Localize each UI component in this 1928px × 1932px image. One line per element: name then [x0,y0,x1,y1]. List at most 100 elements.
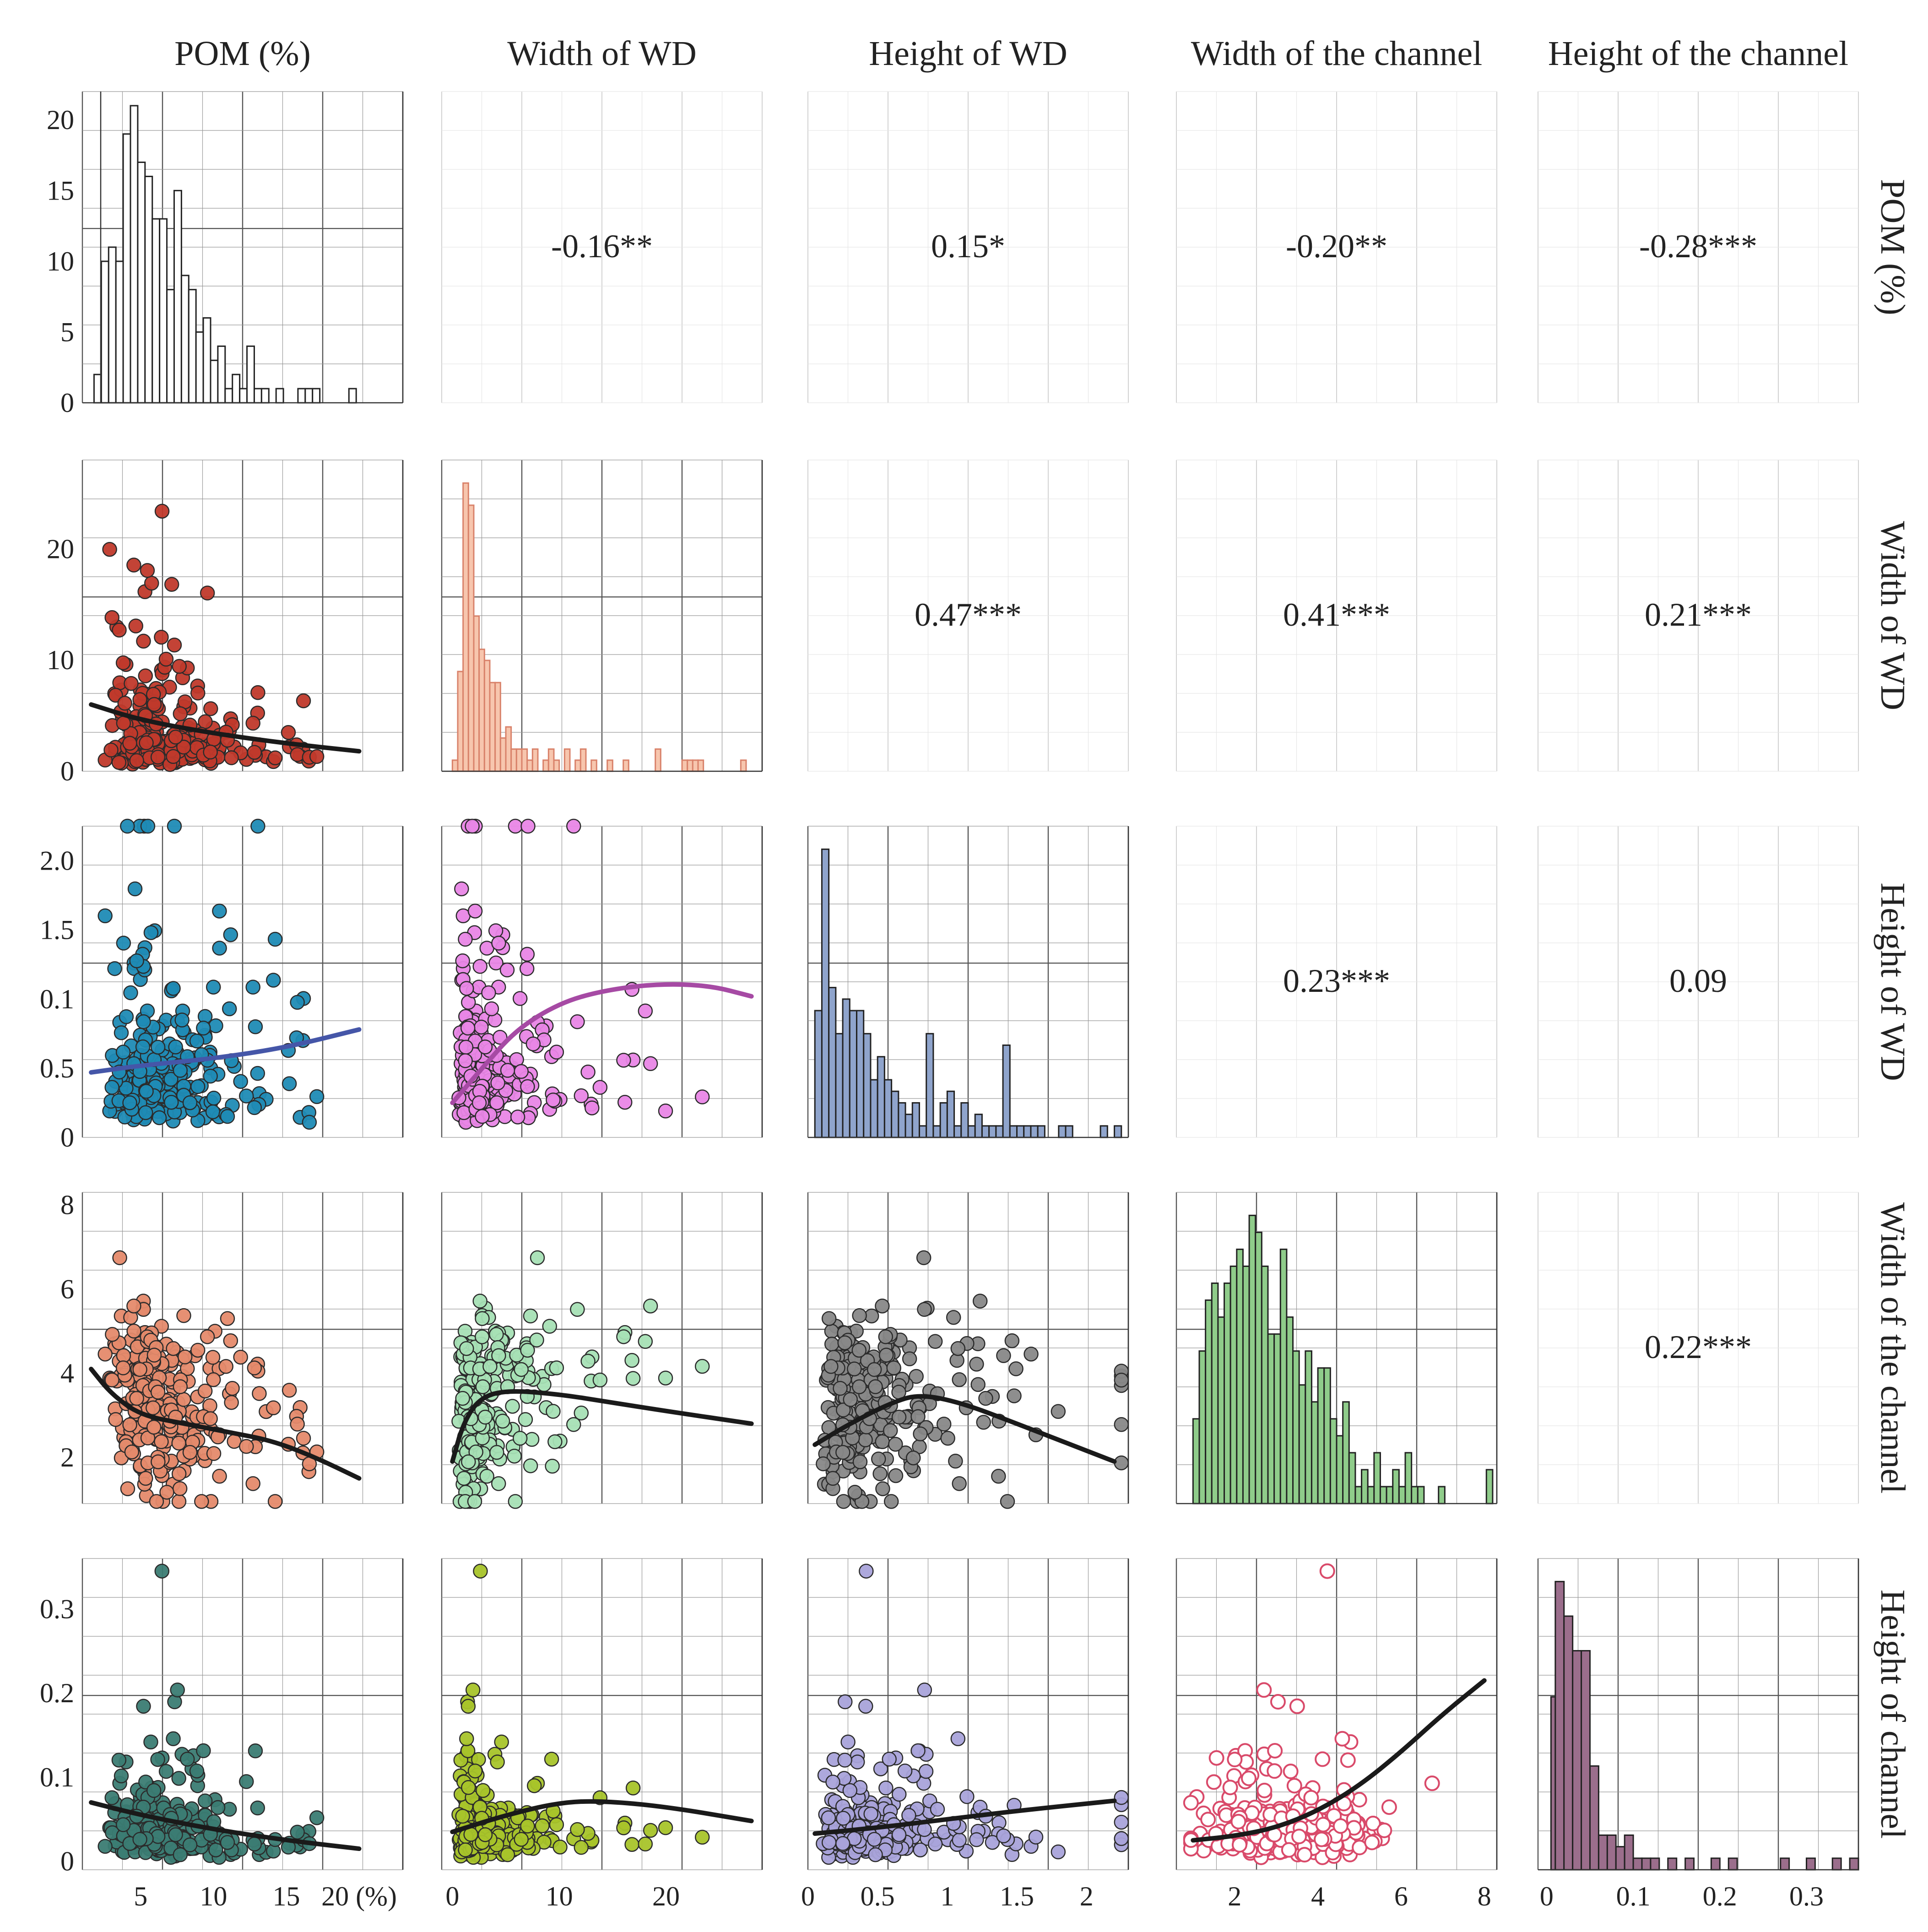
histogram-bar [494,682,501,772]
scatter-point [530,1250,545,1266]
scatter-point [182,1095,198,1110]
histogram-bar [1554,1580,1565,1871]
scatter-point [952,1372,967,1387]
scatter-point [488,923,504,938]
scatter-point [490,1075,505,1091]
scatter-point [206,1372,221,1387]
scatter-point [171,1466,187,1482]
correlation-label: -0.20** [1286,228,1387,265]
scatter-point [290,747,305,762]
scatter-point [190,1342,206,1358]
scatter-point [494,1734,509,1750]
scatter-point [574,1088,589,1104]
scatter-point [500,1847,515,1862]
scatter-point [164,577,179,592]
histogram-bar [1849,1857,1859,1871]
scatter-point [173,1847,188,1862]
histogram-bar [1279,1248,1288,1504]
correlation-label: 0.15* [931,228,1005,265]
scatter-point [917,1302,932,1317]
scatter-point [123,985,138,1001]
scatter-point [1007,1388,1022,1403]
scatter-point [909,1369,924,1384]
scatter-point [114,1025,129,1040]
scatter-point [474,1329,490,1344]
x-tick-label: 8 [1478,1881,1491,1911]
scatter-point [1365,1815,1381,1831]
scatter-point [170,1683,185,1698]
histogram-bar [1632,1857,1643,1871]
scatter-point [490,1754,505,1770]
scatter-point [574,1405,589,1421]
scatter-point [296,693,311,709]
histogram-bar [821,848,830,1138]
histogram-bar [974,1114,983,1138]
scatter-point [1008,1361,1024,1376]
histogram-bar [1361,1469,1369,1504]
scatter-point [1114,1790,1129,1805]
scatter-point [212,904,227,919]
histogram-bar [489,682,496,772]
histogram-bar [130,105,139,404]
scatter-point [168,1827,183,1842]
scatter-point [119,1009,134,1024]
scatter-point [172,659,187,674]
scatter-point [296,1431,311,1446]
x-tick-label: 0 [1540,1881,1554,1911]
y-tick-label: 6 [60,1274,74,1304]
scatter-point [1281,1842,1297,1858]
scatter-point [518,1412,533,1427]
scatter-point [948,1453,963,1469]
scatter-point [245,980,260,995]
scatter-point [624,1837,639,1852]
scatter-point [250,1066,265,1081]
scatter-point [465,1683,481,1698]
scatter-point [840,1734,856,1750]
correlation-label: 0.23*** [1283,963,1390,999]
row-title-height-of-wd: Height of WD [1874,882,1912,1081]
scatter-point [154,1434,169,1450]
scatter-point [172,1481,188,1496]
scatter-point [1114,1831,1129,1846]
scatter-point [309,749,325,764]
scatter-point [117,696,132,711]
histogram-bar [542,759,549,772]
panel-r4-c0: 0 0.1 0.2 0.3 5 10 15 20 (%) [40,1558,404,1911]
histogram-bar [1292,1350,1300,1504]
scatter-point [552,1840,568,1855]
correlation-label: -0.16** [551,228,653,265]
scatter-point [1267,1743,1283,1759]
scatter-point [1381,1799,1397,1815]
scatter-point [126,1299,141,1314]
scatter-point [208,1018,223,1034]
histogram-bar [1016,1125,1025,1138]
histogram-bar [692,759,699,772]
scatter-point [104,1080,119,1095]
scatter-point [624,1353,639,1368]
scatter-point [167,638,182,653]
scatter-point [491,1348,506,1363]
histogram-bar [526,759,533,772]
scatter-point [176,1308,191,1323]
histogram-bar [217,345,226,404]
scatter-point [267,931,283,947]
scatter-point [694,1358,710,1374]
scatter-point [158,1764,174,1779]
histogram-bar [1311,1401,1319,1504]
histogram-bar [574,759,581,772]
scatter-point [878,1348,894,1363]
scatter-point [459,1341,474,1356]
x-tick-label: 2 [1228,1881,1241,1911]
scatter-point [891,1827,907,1842]
smooth-line [89,702,362,754]
x-tick-label: 0.5 [861,1881,895,1911]
panel-r2-c1 [441,818,763,1138]
scatter-point [616,1820,631,1835]
scatter-point [514,1362,529,1377]
scatter-point [694,1089,710,1104]
histogram-bar [842,998,850,1138]
scatter-point [835,1445,850,1460]
scatter-point [200,585,215,601]
scatter-point [1114,1417,1129,1432]
